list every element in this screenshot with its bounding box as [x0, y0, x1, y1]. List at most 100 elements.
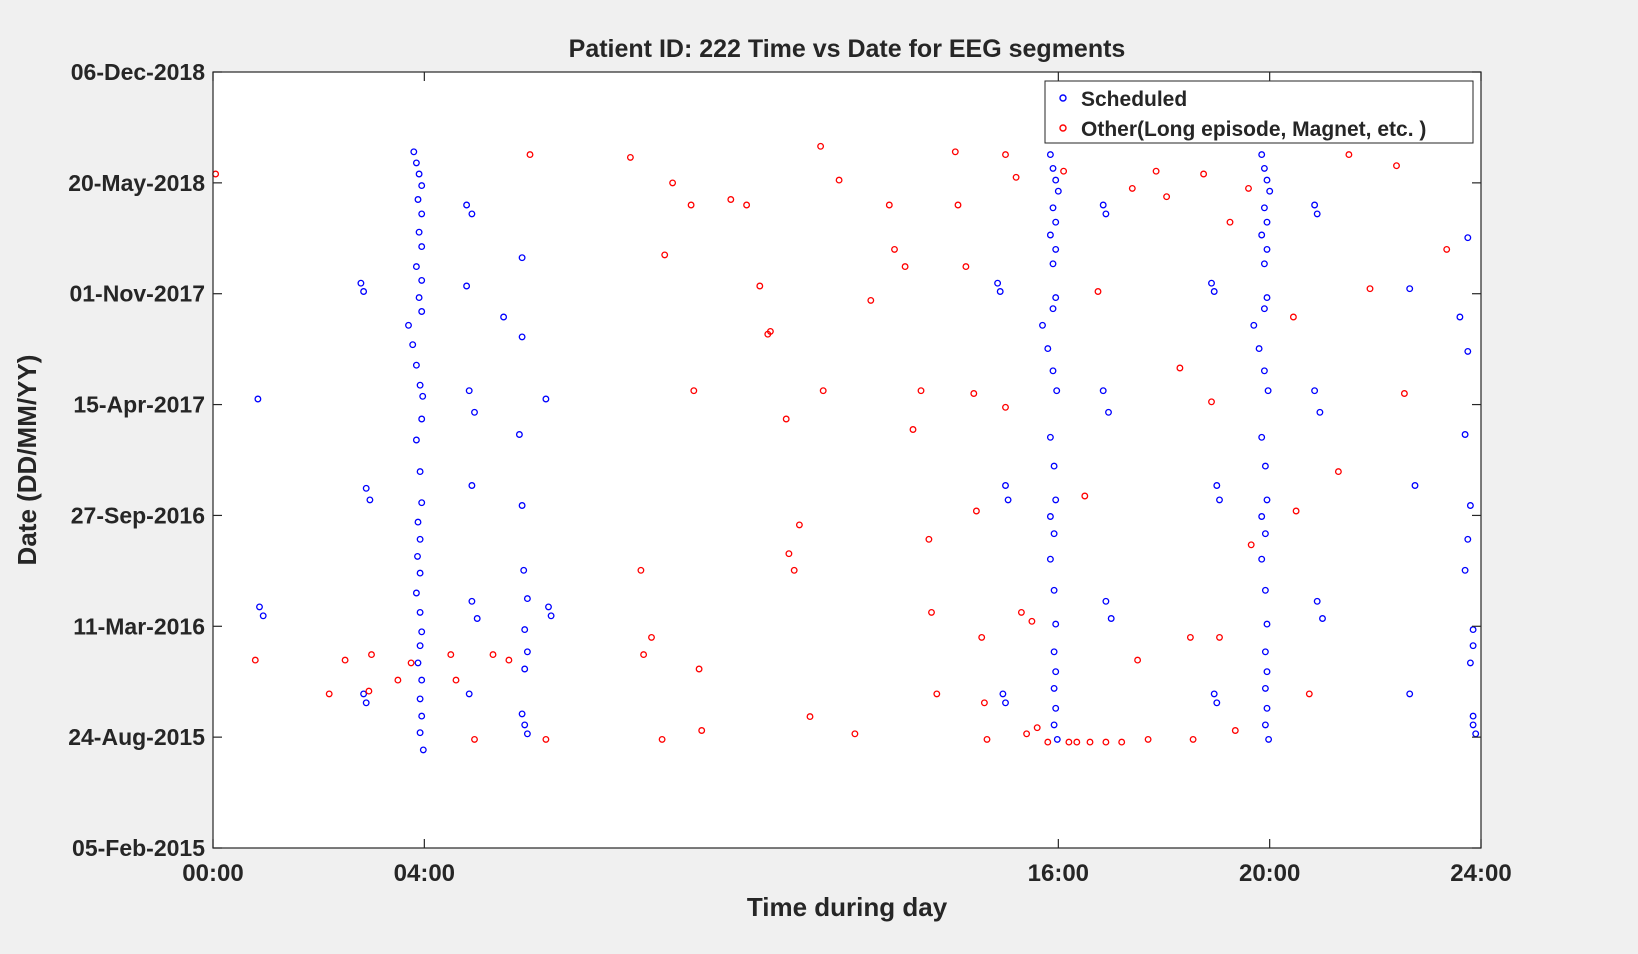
data-point: [983, 735, 991, 743]
data-point: [409, 341, 417, 349]
data-point: [362, 484, 370, 492]
data-point: [1264, 387, 1272, 395]
data-point: [542, 735, 550, 743]
data-point: [418, 182, 426, 190]
data-point: [1216, 633, 1223, 641]
data-point: [1261, 530, 1269, 538]
data-point: [1044, 738, 1052, 746]
data-point: [1046, 151, 1054, 159]
data-point: [1260, 305, 1268, 313]
data-point: [1261, 462, 1269, 470]
data-point: [412, 263, 420, 271]
data-point: [414, 552, 421, 560]
data-point: [909, 426, 917, 433]
data-point: [362, 699, 370, 707]
data-point: [1258, 555, 1266, 563]
data-point: [1231, 727, 1239, 734]
data-point: [1050, 684, 1058, 692]
data-point: [1060, 167, 1068, 175]
data-point: [1263, 218, 1271, 226]
data-point: [1266, 187, 1274, 195]
chart-title: Patient ID: 222 Time vs Date for EEG seg…: [569, 35, 1126, 63]
data-point: [1144, 735, 1152, 743]
data-point: [785, 550, 793, 558]
data-point: [1186, 633, 1194, 641]
data-point: [468, 597, 476, 605]
data-point: [1334, 468, 1342, 476]
legend: Scheduled Other(Long episode, Magnet, et…: [1044, 80, 1474, 144]
data-point: [1002, 151, 1009, 159]
data-point: [1258, 231, 1266, 239]
data-point: [996, 288, 1004, 295]
data-point: [1128, 184, 1136, 192]
y-tick-label: 06-Dec-2018: [71, 59, 205, 85]
data-point: [1456, 313, 1464, 321]
data-point: [885, 201, 893, 209]
data-point: [1052, 704, 1060, 712]
data-point: [933, 690, 941, 698]
points-layer: [212, 142, 1480, 754]
data-point: [1469, 712, 1477, 720]
data-point: [1176, 364, 1184, 372]
data-point: [1258, 513, 1266, 520]
data-point: [1255, 345, 1263, 353]
data-point: [1208, 279, 1215, 287]
y-tick-label: 05-Feb-2015: [72, 835, 205, 861]
data-point: [471, 408, 478, 416]
data-point: [1073, 738, 1081, 746]
data-point: [1049, 204, 1057, 212]
data-point: [473, 615, 481, 622]
x-tick-label: 04:00: [394, 860, 455, 887]
data-point: [416, 729, 424, 737]
data-point: [1050, 648, 1058, 656]
data-point: [419, 746, 427, 754]
data-point: [521, 665, 529, 673]
data-point: [1311, 387, 1319, 395]
data-point: [416, 468, 424, 476]
y-tick-label: 15-Apr-2017: [73, 392, 205, 418]
data-point: [669, 179, 677, 187]
data-point: [626, 153, 634, 161]
data-point: [1052, 218, 1060, 226]
data-point: [416, 381, 424, 389]
data-point: [1049, 367, 1057, 375]
y-tick-label: 20-May-2018: [68, 170, 205, 196]
data-point: [1052, 176, 1060, 184]
data-point: [518, 254, 526, 262]
data-point: [1189, 735, 1197, 743]
data-point: [658, 735, 666, 743]
data-point: [405, 321, 412, 329]
data-point: [1260, 164, 1268, 172]
data-point: [471, 735, 478, 743]
data-point: [418, 276, 426, 284]
data-point: [465, 690, 473, 698]
data-point: [414, 518, 422, 526]
data-point: [756, 282, 764, 290]
data-point: [806, 713, 814, 721]
data-point: [418, 415, 426, 423]
data-point: [867, 296, 875, 304]
data-point: [994, 279, 1002, 287]
data-point: [357, 279, 365, 287]
data-point: [414, 659, 422, 667]
data-point: [542, 395, 550, 403]
data-point: [545, 603, 552, 611]
data-point: [1411, 482, 1419, 489]
data-point: [1345, 151, 1353, 159]
data-point: [1210, 690, 1218, 698]
data-point: [518, 710, 526, 718]
data-point: [1053, 735, 1061, 743]
legend-marker-other: [1059, 124, 1067, 132]
data-point: [1050, 530, 1058, 538]
data-point: [1152, 167, 1160, 175]
data-point: [978, 633, 986, 641]
data-point: [1046, 555, 1054, 563]
data-point: [901, 263, 909, 271]
data-point: [1216, 496, 1223, 504]
data-point: [661, 251, 669, 259]
data-point: [1017, 608, 1025, 616]
data-point: [1033, 724, 1041, 732]
data-point: [962, 263, 970, 271]
data-point: [410, 148, 418, 156]
data-point: [1260, 204, 1268, 212]
